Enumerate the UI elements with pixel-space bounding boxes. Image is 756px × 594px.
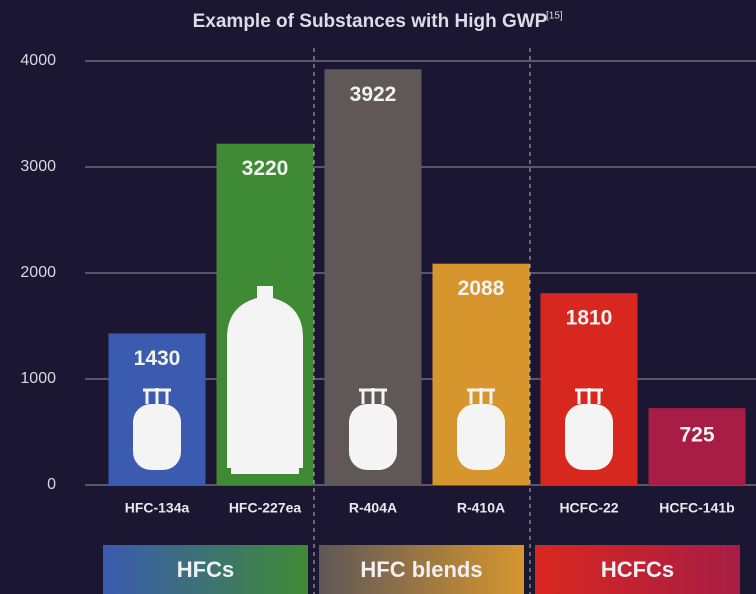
x-tick-label: R-410A xyxy=(457,500,505,516)
y-tick-label: 4000 xyxy=(20,52,56,69)
x-tick-label: R-404A xyxy=(349,500,397,516)
value-label: 2088 xyxy=(458,277,505,300)
x-tick-label: HCFC-141b xyxy=(659,500,734,516)
cylinder-icon xyxy=(227,286,303,474)
cylinder-icon xyxy=(457,404,505,470)
cylinder-icon xyxy=(565,404,613,470)
cylinder-icon xyxy=(133,404,181,470)
value-label: 1430 xyxy=(134,347,181,370)
group-label: HFC blends xyxy=(360,557,482,582)
y-tick-label: 0 xyxy=(47,476,56,493)
value-label: 3220 xyxy=(242,157,289,180)
valve-icon xyxy=(359,388,387,404)
group-label: HFCs xyxy=(177,557,234,582)
y-tick-label: 2000 xyxy=(20,264,56,281)
x-tick-label: HFC-134a xyxy=(125,500,190,516)
group-box xyxy=(319,545,524,594)
x-tick-label: HFC-227ea xyxy=(229,500,302,516)
y-tick-label: 1000 xyxy=(20,370,56,387)
chart-title: Example of Substances with High GWP xyxy=(193,11,548,32)
group-label: HCFCs xyxy=(601,557,674,582)
value-label: 725 xyxy=(679,424,714,447)
bar xyxy=(648,408,746,485)
cylinder-icon xyxy=(349,404,397,470)
value-label: 3922 xyxy=(350,83,397,106)
group-box xyxy=(103,545,308,594)
group-box xyxy=(535,545,740,594)
valve-icon xyxy=(467,388,495,404)
x-tick-label: HCFC-22 xyxy=(559,500,618,516)
value-label: 1810 xyxy=(566,307,613,330)
title-note: [15] xyxy=(546,11,563,22)
y-tick-label: 3000 xyxy=(20,158,56,175)
valve-icon xyxy=(575,388,603,404)
valve-icon xyxy=(143,388,171,404)
